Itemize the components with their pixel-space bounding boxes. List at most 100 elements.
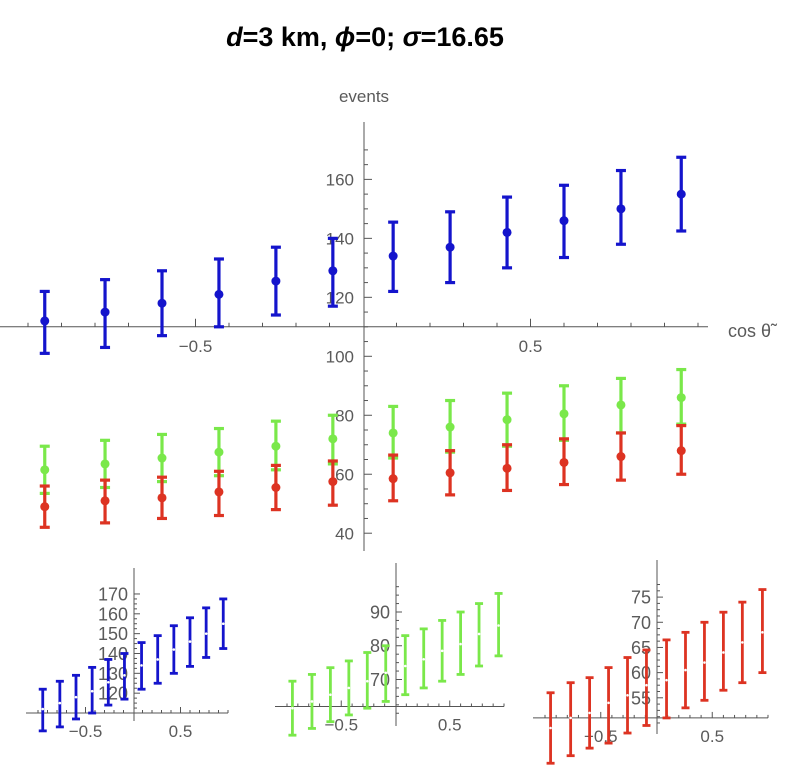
x-tick-label: −0.5 xyxy=(69,722,103,741)
y-tick-label: 160 xyxy=(326,171,354,190)
data-point xyxy=(90,689,94,693)
data-point xyxy=(291,706,294,710)
data-point xyxy=(616,204,626,214)
data-point xyxy=(502,415,512,425)
y-tick-label: 60 xyxy=(631,663,651,683)
data-point xyxy=(588,711,591,715)
data-point xyxy=(40,502,50,512)
data-point xyxy=(41,707,45,711)
data-point xyxy=(157,298,167,308)
data-point xyxy=(328,434,338,444)
title-text-3: =16.65 xyxy=(420,22,504,52)
data-point xyxy=(328,477,338,487)
y-tick-label: 55 xyxy=(631,688,651,708)
data-point xyxy=(559,216,569,226)
data-point xyxy=(100,496,110,506)
data-point xyxy=(761,631,764,634)
data-point xyxy=(569,716,572,720)
data-point xyxy=(100,459,110,469)
data-point xyxy=(559,409,569,419)
data-point xyxy=(676,446,686,456)
x-tick-label: 0.5 xyxy=(169,722,193,741)
y-tick-label: 130 xyxy=(98,664,128,684)
data-point xyxy=(388,428,398,438)
data-point xyxy=(100,307,110,317)
data-point xyxy=(157,493,167,503)
x-tick-label: −0.5 xyxy=(179,337,213,356)
data-point xyxy=(645,683,648,687)
data-point xyxy=(156,658,159,661)
series-red xyxy=(39,423,687,529)
y-tick-label: 75 xyxy=(631,588,651,608)
y-tick-label: 100 xyxy=(326,347,354,366)
data-point xyxy=(204,632,208,635)
data-point xyxy=(271,483,281,493)
data-point xyxy=(741,641,744,644)
data-point xyxy=(188,640,192,643)
y-axis-label: events xyxy=(339,87,389,106)
data-point xyxy=(445,242,455,252)
data-point xyxy=(40,465,50,475)
data-point xyxy=(422,657,426,661)
series-blue xyxy=(38,597,228,733)
data-point xyxy=(703,661,706,664)
title-text-1: =3 km, xyxy=(242,22,335,52)
data-point xyxy=(616,400,626,410)
data-point xyxy=(445,468,455,478)
series-green xyxy=(39,367,687,496)
data-point xyxy=(616,452,626,462)
y-tick-label: 90 xyxy=(370,602,390,622)
data-point xyxy=(388,251,398,261)
figure-title: d=3 km, ϕ=0; σ=16.65 xyxy=(0,22,730,53)
y-tick-label: 170 xyxy=(98,584,128,604)
data-point xyxy=(329,693,332,696)
series-green xyxy=(288,592,503,737)
data-point xyxy=(440,649,444,653)
data-point xyxy=(403,664,407,668)
data-point xyxy=(722,651,725,654)
y-tick-label: 70 xyxy=(631,613,651,633)
data-point xyxy=(497,624,500,627)
x-tick-label: 0.5 xyxy=(700,727,724,746)
data-point xyxy=(502,463,512,473)
data-point xyxy=(445,422,455,432)
data-point xyxy=(388,474,398,484)
data-point xyxy=(74,695,78,699)
data-point xyxy=(140,664,143,667)
x-tick-label: 0.5 xyxy=(438,716,462,735)
data-point xyxy=(271,441,281,451)
data-point xyxy=(214,289,224,299)
x-tick-label: 0.5 xyxy=(519,337,543,356)
data-point xyxy=(549,726,552,730)
y-tick-label: 40 xyxy=(335,524,354,543)
data-point xyxy=(459,642,462,646)
data-point xyxy=(328,266,338,276)
data-point xyxy=(365,679,369,683)
title-sigma: σ xyxy=(402,22,421,52)
data-point xyxy=(58,701,62,705)
data-point xyxy=(676,189,686,199)
data-point xyxy=(665,678,668,682)
data-point xyxy=(559,457,569,467)
data-point xyxy=(607,701,610,705)
title-d: d xyxy=(226,22,243,52)
y-tick-label: 65 xyxy=(631,638,651,658)
data-point xyxy=(310,700,314,703)
data-point xyxy=(384,671,388,675)
data-point xyxy=(271,276,281,286)
data-point xyxy=(214,487,224,497)
data-point xyxy=(347,686,351,690)
data-point xyxy=(502,227,512,237)
x-axis-label: cos θ̃ xyxy=(728,321,778,341)
data-point xyxy=(477,632,481,636)
x-tick-label: −0.5 xyxy=(324,716,358,735)
series-blue xyxy=(39,155,687,355)
data-point xyxy=(214,447,224,457)
data-point xyxy=(676,393,686,403)
data-point xyxy=(684,668,687,672)
